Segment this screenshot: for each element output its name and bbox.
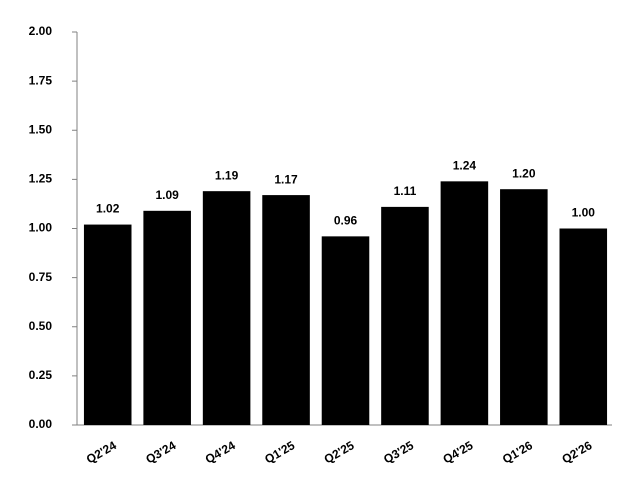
bar [440,181,489,425]
bar [559,228,608,425]
x-tick-label: Q3'25 [381,438,416,466]
value-label: 1.02 [96,202,120,216]
y-tick-label: 0.50 [29,319,53,333]
x-tick-label: Q1'25 [262,438,297,466]
x-tick-label: Q2'26 [559,438,594,466]
y-tick-label: 0.75 [29,270,53,284]
bar [143,210,191,425]
bar [321,236,370,425]
bar [83,224,132,425]
y-tick-label: 1.75 [29,73,53,87]
value-label: 1.11 [394,184,417,198]
x-tick-label: Q2'25 [322,438,357,466]
bar [202,191,251,425]
x-tick-label: Q4'24 [203,438,238,466]
value-label: 1.19 [215,168,239,182]
x-tick-label: Q4'25 [441,438,476,466]
value-label: 1.20 [512,166,536,180]
value-label: 1.00 [572,206,596,220]
value-label: 0.96 [334,214,358,228]
bar [381,206,429,425]
y-tick-label: 1.00 [29,221,53,235]
bar [500,189,548,425]
bar [262,195,310,425]
value-label: 1.09 [155,188,179,202]
value-label: 1.24 [453,159,477,173]
y-tick-label: 2.00 [29,24,53,38]
value-label: 1.17 [274,172,298,186]
x-tick-label: Q1'26 [500,438,535,466]
y-tick-label: 1.25 [29,172,53,186]
y-tick-label: 0.25 [29,368,53,382]
y-tick-label: 0.00 [29,417,53,431]
x-tick-label: Q3'24 [143,438,178,466]
x-tick-label: Q2'24 [84,438,119,466]
y-tick-label: 1.50 [29,122,53,136]
